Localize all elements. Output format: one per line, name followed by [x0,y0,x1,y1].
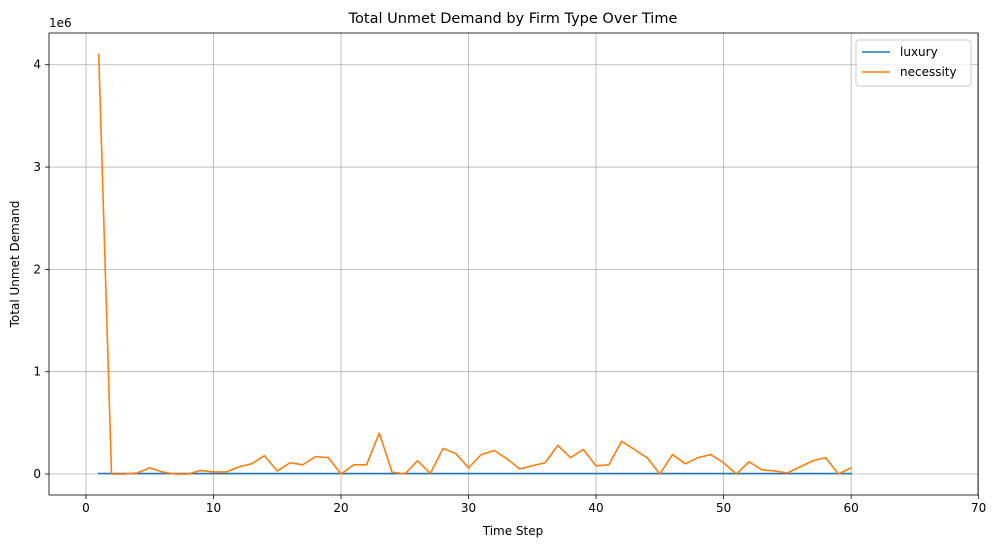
legend: luxury necessity [855,39,972,87]
x-tick-label: 10 [206,501,221,515]
y-offset-label: 1e6 [49,16,72,30]
x-tick-label: 60 [843,501,858,515]
axis-ticks: 0 10 20 30 40 50 60 70 0 1 2 3 4 [33,58,986,515]
x-tick-label: 30 [461,501,476,515]
x-tick-label: 40 [588,501,603,515]
x-tick-label: 0 [82,501,90,515]
x-tick-label: 70 [971,501,986,515]
y-tick-label: 1 [33,365,41,379]
y-axis-label: Total Unmet Demand [8,201,22,329]
plot-area [49,33,978,495]
y-tick-label: 2 [33,262,41,276]
x-tick-label: 50 [716,501,731,515]
x-tick-label: 20 [333,501,348,515]
chart-title: Total Unmet Demand by Firm Type Over Tim… [348,11,678,27]
series-lines [97,53,853,475]
series-line-necessity [97,53,853,475]
y-tick-label: 0 [33,467,41,481]
legend-label-luxury: luxury [900,45,938,59]
plot-frame [48,32,979,496]
x-axis-label: Time Step [482,524,544,538]
legend-label-necessity: necessity [900,65,957,79]
y-tick-label: 4 [33,58,41,72]
y-tick-label: 3 [33,160,41,174]
